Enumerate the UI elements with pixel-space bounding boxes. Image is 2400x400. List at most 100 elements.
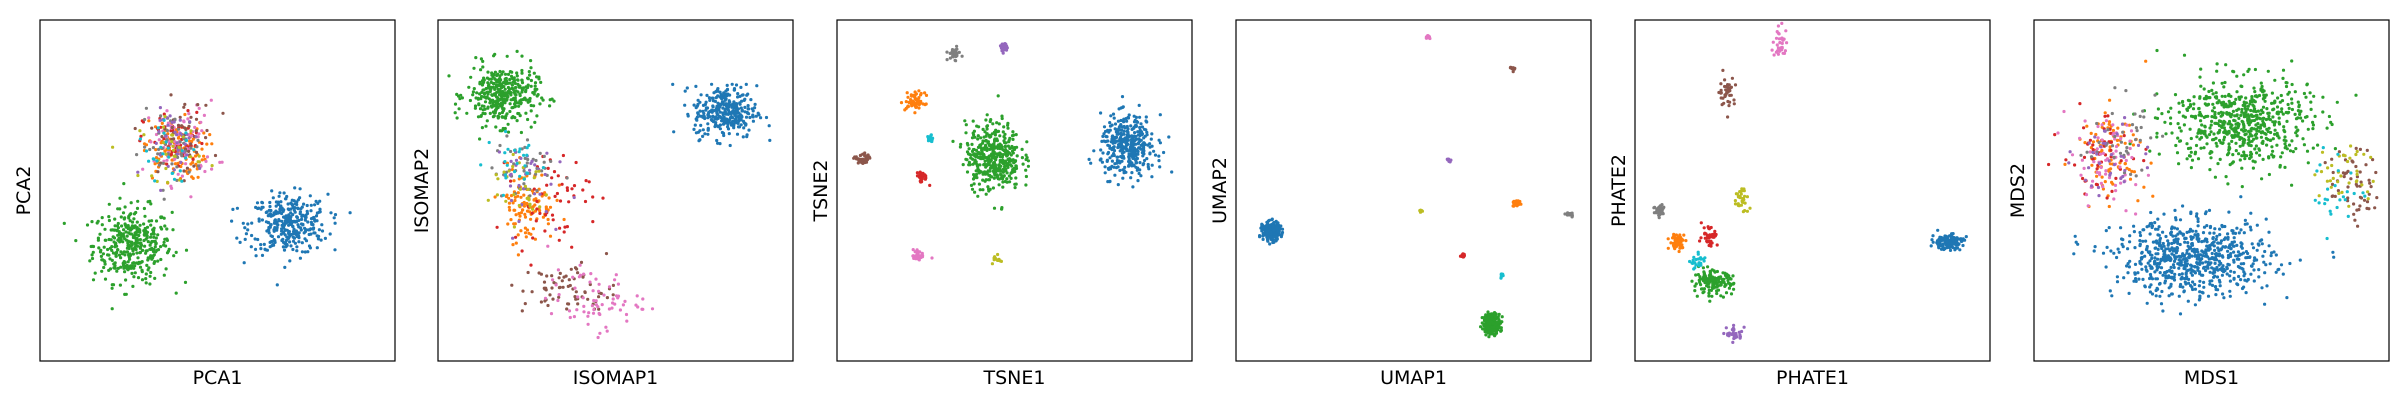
data-point xyxy=(125,234,129,238)
data-point xyxy=(996,129,1001,133)
data-point xyxy=(574,160,578,165)
data-point xyxy=(532,104,536,108)
data-point xyxy=(488,89,492,94)
data-point xyxy=(713,99,718,103)
data-point xyxy=(2156,233,2160,237)
data-point xyxy=(170,137,174,141)
data-point xyxy=(548,205,553,209)
data-point xyxy=(161,125,165,129)
data-point xyxy=(120,224,124,228)
data-point xyxy=(175,152,180,156)
data-point xyxy=(284,214,288,218)
data-point xyxy=(529,103,533,108)
data-point xyxy=(671,82,675,86)
data-point xyxy=(562,230,566,234)
data-point xyxy=(492,81,496,85)
data-point xyxy=(260,253,265,257)
data-point xyxy=(132,266,136,270)
data-point xyxy=(2160,289,2164,294)
data-point xyxy=(2161,241,2165,246)
data-point xyxy=(513,170,517,174)
data-point xyxy=(520,68,524,73)
data-point xyxy=(508,109,512,114)
data-point xyxy=(978,163,982,167)
y-axis-label-2: TSNE2 xyxy=(810,160,832,223)
data-point xyxy=(148,282,152,286)
data-point xyxy=(509,194,514,198)
data-point xyxy=(1115,155,1119,159)
data-point xyxy=(1935,239,1940,243)
data-point xyxy=(129,264,133,268)
data-point xyxy=(529,78,534,83)
data-point xyxy=(1499,329,1503,333)
data-point xyxy=(1732,98,1736,102)
data-point xyxy=(574,290,578,294)
data-point xyxy=(279,232,283,236)
data-point xyxy=(301,222,305,226)
data-point xyxy=(260,201,265,205)
data-point xyxy=(508,173,512,177)
data-point xyxy=(515,161,519,166)
data-point xyxy=(505,163,509,167)
data-point xyxy=(2092,249,2096,253)
data-point xyxy=(483,100,488,104)
data-point xyxy=(920,171,924,176)
data-point xyxy=(1490,315,1494,319)
data-point xyxy=(479,57,483,61)
data-point xyxy=(259,207,263,211)
data-point xyxy=(567,302,571,306)
data-point xyxy=(2332,255,2336,259)
data-point xyxy=(1108,156,1112,160)
data-point xyxy=(557,238,561,242)
data-point xyxy=(542,154,546,158)
data-point xyxy=(573,286,577,290)
data-point xyxy=(175,141,179,145)
data-point xyxy=(975,124,979,128)
data-point xyxy=(141,248,145,252)
data-point xyxy=(149,270,153,275)
data-point xyxy=(984,134,988,138)
data-point xyxy=(592,308,596,312)
data-point xyxy=(858,153,863,158)
data-point xyxy=(520,309,524,313)
data-point xyxy=(177,127,181,131)
data-point xyxy=(635,294,639,298)
data-point xyxy=(519,195,523,199)
data-point xyxy=(734,115,738,119)
data-point xyxy=(1720,103,1724,107)
data-point xyxy=(183,112,187,117)
data-point xyxy=(197,132,201,136)
data-point xyxy=(578,263,582,267)
data-point xyxy=(557,293,561,297)
data-point xyxy=(504,170,509,174)
data-point xyxy=(276,235,281,239)
data-point xyxy=(1137,171,1141,176)
data-point xyxy=(313,231,317,235)
data-point xyxy=(1150,163,1154,167)
data-point xyxy=(726,125,730,129)
data-point xyxy=(591,289,595,293)
data-point xyxy=(975,152,980,156)
data-point xyxy=(1279,224,1283,228)
data-point xyxy=(310,222,314,226)
data-point xyxy=(1727,331,1731,335)
data-point xyxy=(1120,159,1124,163)
data-point xyxy=(309,232,313,236)
data-point xyxy=(169,153,173,157)
data-point xyxy=(529,263,533,267)
data-point xyxy=(1266,239,1270,243)
data-point xyxy=(139,243,143,247)
data-point xyxy=(743,97,747,101)
data-point xyxy=(285,228,289,232)
data-point xyxy=(2245,222,2249,226)
data-point xyxy=(1703,231,1707,235)
data-point xyxy=(976,134,980,138)
data-point xyxy=(320,229,325,233)
data-point xyxy=(575,308,579,312)
data-point xyxy=(965,141,970,146)
data-point xyxy=(2153,221,2157,225)
data-point xyxy=(732,126,736,130)
data-point xyxy=(147,219,151,223)
data-point xyxy=(1132,151,1136,155)
data-point xyxy=(1138,134,1142,138)
